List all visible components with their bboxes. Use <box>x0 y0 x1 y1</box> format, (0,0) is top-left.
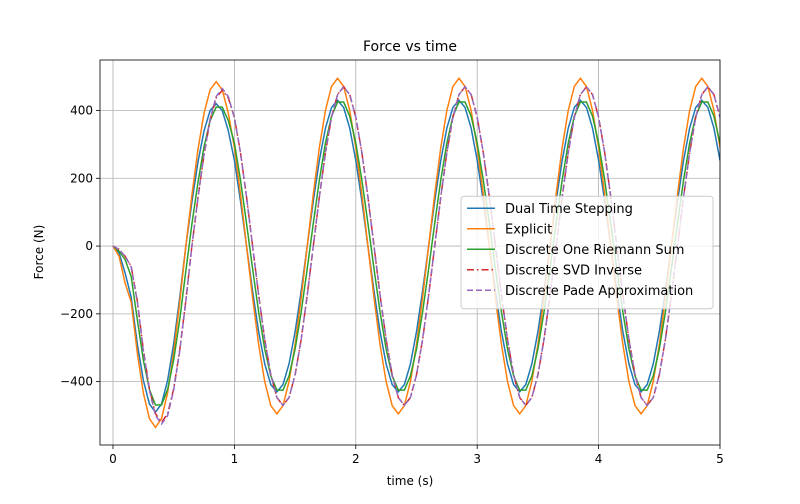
y-tick-label: −400 <box>60 375 93 389</box>
y-tick-label: −200 <box>60 307 93 321</box>
y-tick-label: 400 <box>70 103 93 117</box>
x-tick-label: 3 <box>473 452 481 466</box>
y-tick-label: 0 <box>85 239 93 253</box>
x-axis-label: time (s) <box>387 474 434 488</box>
legend-label: Discrete One Riemann Sum <box>505 243 684 258</box>
legend-label: Dual Time Stepping <box>505 202 633 217</box>
chart-title: Force vs time <box>363 39 457 55</box>
legend: Dual Time Stepping Explicit Discrete One R… <box>460 195 714 310</box>
series-line <box>112 85 720 426</box>
legend-label: Discrete SVD Inverse <box>505 263 642 278</box>
x-tick-label: 1 <box>231 452 239 466</box>
x-tick-label: 2 <box>352 452 360 466</box>
plot-frame <box>99 59 721 446</box>
y-tick-label: 200 <box>70 171 93 185</box>
plot-lines <box>112 77 720 429</box>
legend-label: Discrete Pade Approximation <box>505 284 693 299</box>
legend-box <box>460 195 714 310</box>
y-axis-label: Force (N) <box>32 225 46 280</box>
x-tick-label: 0 <box>109 452 117 466</box>
x-tick-label: 4 <box>595 452 603 466</box>
x-tick-label: 5 <box>716 452 724 466</box>
legend-label: Explicit <box>505 222 552 237</box>
